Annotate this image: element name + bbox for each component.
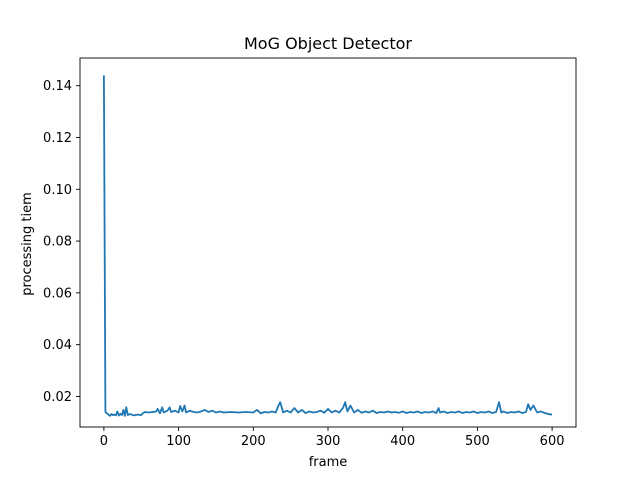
plot-area: 0 100 200 300 400 500 600 0.02 0.04 0.06 0.08 0.10…	[43, 57, 577, 449]
y-tick-label: 0.14	[43, 79, 72, 94]
y-axis-label: processing tiem	[20, 192, 35, 296]
x-tick-label: 400	[390, 434, 415, 449]
y-tick-label: 0.04	[43, 338, 72, 353]
x-tick-label: 300	[316, 434, 341, 449]
x-tick-label: 100	[166, 434, 191, 449]
x-tick-label: 0	[100, 434, 108, 449]
y-tick-label: 0.08	[43, 235, 72, 250]
y-tick-label: 0.12	[43, 131, 72, 146]
x-tick-label: 600	[540, 434, 565, 449]
x-tick-label: 500	[465, 434, 490, 449]
y-tick-label: 0.10	[43, 183, 72, 198]
x-axis-label: frame	[309, 455, 348, 470]
x-tick-label: 200	[241, 434, 266, 449]
y-tick-label: 0.06	[43, 286, 72, 301]
x-axis-ticks: 0 100 200 300 400 500 600	[100, 427, 565, 449]
axes-frame	[79, 57, 577, 428]
y-tick-label: 0.02	[43, 390, 72, 405]
chart-title: MoG Object Detector	[244, 34, 412, 53]
series-line	[103, 75, 553, 417]
y-axis-ticks: 0.02 0.04 0.06 0.08 0.10 0.12 0.14	[43, 79, 80, 405]
